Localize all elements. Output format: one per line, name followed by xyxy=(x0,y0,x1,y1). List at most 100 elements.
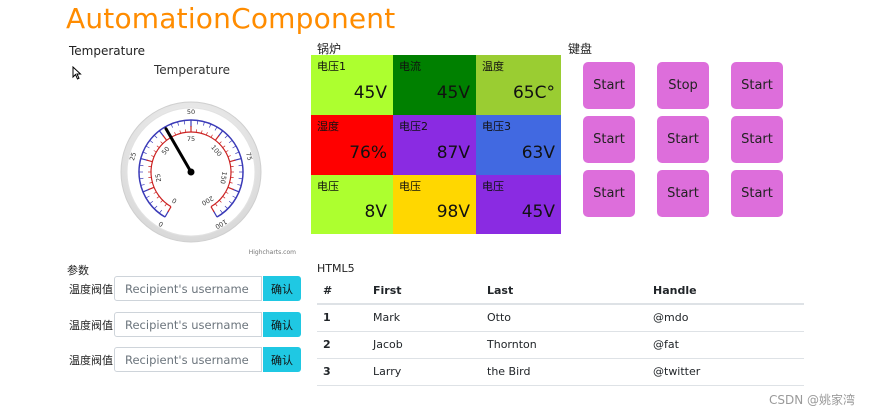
gauge-tick xyxy=(205,132,208,136)
confirm-button[interactable]: 确认 xyxy=(263,312,301,337)
table-cell: @mdo xyxy=(647,304,804,332)
gauge-tick xyxy=(238,177,243,180)
gauge-tick xyxy=(142,188,150,193)
gauge-tick xyxy=(219,141,222,144)
gauge-tick xyxy=(224,134,229,139)
gauge-tick xyxy=(228,200,233,204)
threshold-input[interactable] xyxy=(114,312,262,337)
gauge-tick xyxy=(232,188,240,193)
column-header: First xyxy=(367,277,481,305)
gauge-tick xyxy=(153,134,158,139)
boiler-cell: 电压 45V xyxy=(476,175,561,234)
gauge-tick-label: 50 xyxy=(160,145,171,156)
gauge-tick xyxy=(174,132,177,136)
gauge-tick xyxy=(227,186,234,191)
gauge-tick xyxy=(162,135,168,141)
gauge-tick xyxy=(227,155,231,158)
gauge-tick xyxy=(142,151,147,154)
gauge-tick xyxy=(156,145,160,148)
stop-button[interactable]: Stop xyxy=(657,62,709,109)
confirm-button[interactable]: 确认 xyxy=(263,276,301,301)
column-header: Handle xyxy=(647,277,804,305)
gauge-tick xyxy=(235,151,240,154)
gauge-tick xyxy=(232,145,237,149)
column-header: # xyxy=(317,277,367,305)
start-button[interactable]: Start xyxy=(731,170,783,217)
boiler-cell: 电压 98V xyxy=(393,175,476,234)
gauge-tick xyxy=(153,191,157,194)
start-button[interactable]: Start xyxy=(657,116,709,163)
column-header: Last xyxy=(481,277,647,305)
gauge-tick xyxy=(170,123,173,128)
gauge-tick xyxy=(225,191,229,194)
watermark: CSDN @姚家湾 xyxy=(768,393,855,407)
gauge-tick xyxy=(217,130,224,137)
temperature-section-label: Temperature xyxy=(69,44,146,58)
gauge-credit: Highcharts.com xyxy=(249,249,296,256)
confirm-button[interactable]: 确认 xyxy=(263,347,301,372)
start-button[interactable]: Start xyxy=(583,170,635,217)
app-title: AutomationComponent xyxy=(66,2,396,35)
threshold-input[interactable] xyxy=(114,347,262,372)
gauge-tick xyxy=(219,200,222,203)
gauge-tick xyxy=(210,134,213,138)
gauge-tick xyxy=(238,164,243,167)
gauge-tick xyxy=(145,145,150,149)
gauge-tick xyxy=(149,200,154,204)
threshold-input[interactable] xyxy=(114,276,262,301)
gauge-tick xyxy=(153,205,158,210)
table-cell: @fat xyxy=(647,331,804,359)
start-button[interactable]: Start xyxy=(731,62,783,109)
table-row: 1 Mark Otto @mdo xyxy=(317,304,804,332)
gauge-tick xyxy=(183,120,186,125)
mouse-cursor-icon xyxy=(72,66,82,80)
start-button[interactable]: Start xyxy=(583,62,635,109)
table-row: 2 Jacob Thornton @fat xyxy=(317,331,804,359)
gauge-tick xyxy=(167,206,172,213)
gauge-tick xyxy=(234,157,242,161)
gauge-title: Temperature xyxy=(153,63,230,77)
gauge-tick xyxy=(158,130,165,137)
gauge-tick xyxy=(149,140,154,144)
boiler-cell: 温度 65C° xyxy=(476,55,561,115)
start-button[interactable]: Start xyxy=(657,170,709,217)
table-section-label: HTML5 xyxy=(317,262,355,275)
gauge-tick xyxy=(237,184,242,186)
gauge-tick xyxy=(148,186,155,191)
table-cell: Larry xyxy=(367,358,481,386)
gauge-tick xyxy=(229,159,236,163)
data-table: # First Last Handle 1 Mark Otto @mdo 2 J… xyxy=(317,277,804,386)
gauge-tick xyxy=(156,196,160,199)
gauge-tick xyxy=(146,159,153,163)
gauge-tick xyxy=(209,123,212,128)
table-header-row: # First Last Handle xyxy=(317,277,804,305)
temperature-gauge: Temperature 0 25 50 75 100 150 200 0 25 50 75 100 H… xyxy=(100,58,300,258)
gauge-tick xyxy=(210,206,215,213)
keyboard-section-label: 键盘 xyxy=(568,42,593,56)
start-button[interactable]: Start xyxy=(731,116,783,163)
boiler-cell: 电压2 87V xyxy=(393,115,476,175)
gauge-tick xyxy=(201,130,203,134)
table-cell: Jacob xyxy=(367,331,481,359)
gauge-tick xyxy=(179,130,181,134)
boiler-cell: 湿度 76% xyxy=(311,115,393,175)
gauge-tick-label: 0 xyxy=(171,196,179,205)
boiler-section-label: 锅炉 xyxy=(317,42,342,56)
table-cell: @twitter xyxy=(647,358,804,386)
table-cell: Otto xyxy=(481,304,647,332)
gauge-tick xyxy=(177,121,179,126)
gauge-tick xyxy=(164,203,167,207)
start-button[interactable]: Start xyxy=(583,116,635,163)
gauge-tick xyxy=(214,135,220,141)
gauge-tick xyxy=(214,126,218,131)
gauge-tick xyxy=(215,203,218,207)
gauge-tick xyxy=(228,140,233,144)
gauge-pivot xyxy=(187,168,195,176)
gauge-tick-label: 0 xyxy=(157,219,165,228)
gauge-tick xyxy=(232,195,237,199)
table-cell: 2 xyxy=(317,331,367,359)
gauge-tick xyxy=(151,155,155,158)
threshold-label: 温度阀值 xyxy=(69,319,113,332)
gauge-tick xyxy=(140,157,148,161)
threshold-label: 温度阀值 xyxy=(69,354,113,367)
